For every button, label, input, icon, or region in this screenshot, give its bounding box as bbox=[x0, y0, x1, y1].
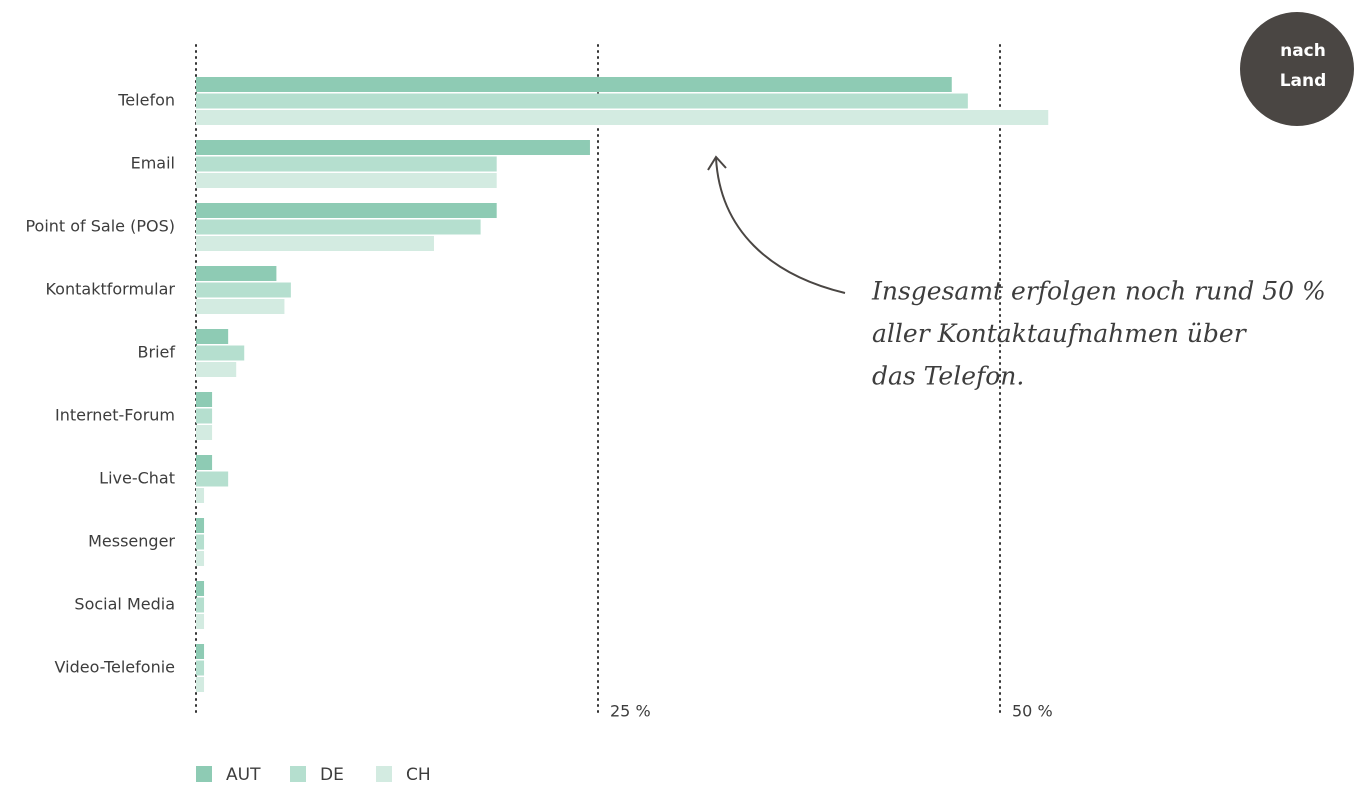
legend-swatch bbox=[196, 766, 212, 782]
annotation-arrow bbox=[715, 157, 846, 294]
legend-label: DE bbox=[320, 765, 344, 785]
legend-label: AUT bbox=[226, 765, 261, 785]
bar bbox=[196, 93, 968, 109]
annotation: Insgesamt erfolgen noch rund 50 % bbox=[871, 277, 1326, 306]
bar bbox=[196, 77, 952, 92]
legend-swatch bbox=[376, 766, 392, 782]
y-tick-label: Live-Chat bbox=[99, 469, 175, 488]
legend-swatch bbox=[290, 766, 306, 782]
bar bbox=[196, 581, 205, 596]
bar bbox=[196, 488, 205, 503]
y-tick-label: Kontaktformular bbox=[45, 280, 175, 299]
bar bbox=[196, 266, 277, 281]
bar bbox=[196, 299, 285, 314]
bar bbox=[196, 644, 205, 659]
bar bbox=[196, 329, 229, 344]
annotation: das Telefon. bbox=[872, 362, 1024, 391]
bar bbox=[196, 534, 205, 550]
annotation: aller Kontaktaufnahmen über bbox=[872, 319, 1248, 348]
bar bbox=[196, 551, 205, 566]
x-tick-label: 25 % bbox=[610, 702, 651, 721]
legend-label: CH bbox=[406, 765, 431, 785]
y-tick-label: Point of Sale (POS) bbox=[25, 217, 175, 236]
bar bbox=[196, 660, 205, 676]
bar bbox=[196, 597, 205, 613]
bar bbox=[196, 345, 245, 361]
bar bbox=[196, 455, 213, 470]
y-tick-label: Messenger bbox=[88, 532, 175, 551]
bar bbox=[196, 140, 590, 155]
bar bbox=[196, 362, 237, 377]
arrow-head bbox=[707, 155, 727, 171]
bar bbox=[196, 408, 213, 424]
bar bbox=[196, 219, 481, 235]
bar bbox=[196, 677, 205, 692]
bar bbox=[196, 425, 213, 440]
bar bbox=[196, 614, 205, 629]
bar bbox=[196, 518, 205, 533]
bar bbox=[196, 236, 434, 251]
y-tick-label: Video-Telefonie bbox=[55, 658, 175, 677]
badge-label: nach bbox=[1280, 41, 1326, 61]
bar bbox=[196, 282, 291, 298]
bar bbox=[196, 471, 229, 487]
bar bbox=[196, 392, 213, 407]
bar bbox=[196, 110, 1049, 125]
y-tick-label: Brief bbox=[138, 343, 176, 362]
y-tick-label: Email bbox=[131, 154, 175, 173]
y-tick-label: Internet-Forum bbox=[55, 406, 175, 425]
y-tick-label: Social Media bbox=[74, 595, 175, 614]
badge-label: Land bbox=[1280, 71, 1327, 91]
bar bbox=[196, 203, 497, 218]
y-tick-label: Telefon bbox=[117, 91, 175, 110]
x-tick-label: 50 % bbox=[1012, 702, 1053, 721]
badge bbox=[1240, 12, 1354, 126]
bar bbox=[196, 173, 497, 188]
bar bbox=[196, 156, 497, 172]
